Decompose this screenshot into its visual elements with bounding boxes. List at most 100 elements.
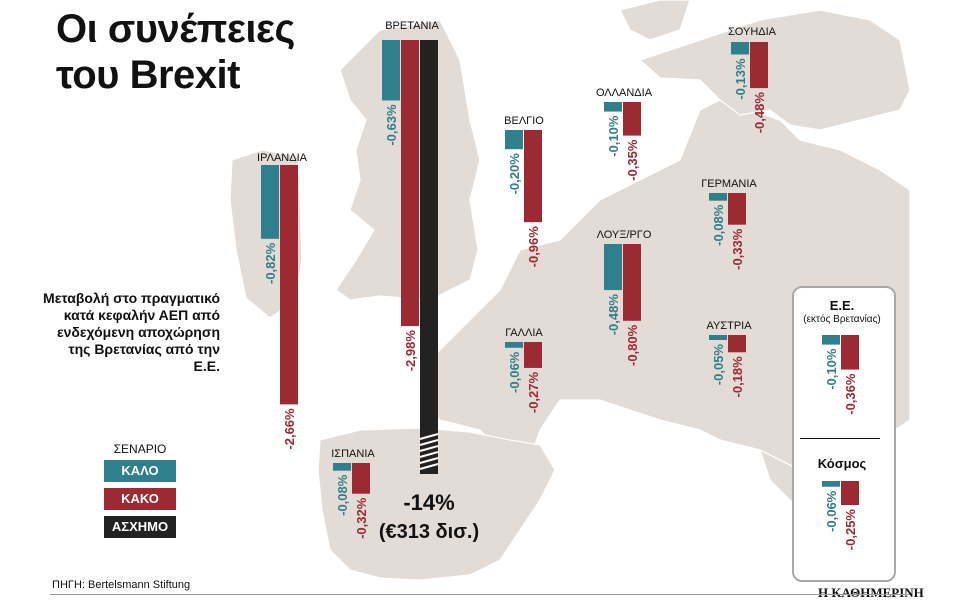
- value-label-bad: -0,18%: [730, 356, 745, 398]
- value-label-worst: -14%: [403, 490, 454, 515]
- bar-good: [505, 342, 523, 348]
- value-label-good: -0,06%: [824, 490, 839, 532]
- bar-good: [604, 102, 622, 112]
- value-label-good: -0,13%: [733, 58, 748, 100]
- value-sub-worst: (€313 δισ.): [379, 521, 479, 543]
- bar-break-hatch: [419, 439, 439, 446]
- bar-good: [505, 130, 523, 150]
- world-title: Κόσμος: [817, 456, 867, 471]
- source-note: ΠΗΓΗ: Bertelsmann Stiftung: [52, 579, 191, 591]
- bar-good: [709, 193, 727, 201]
- bar-bad: [728, 193, 746, 225]
- bar-break-hatch: [419, 463, 439, 470]
- country-2: ΒΕΛΓΙΟ -0,20% -0,96%: [504, 115, 544, 267]
- value-label-good: -0,06%: [507, 351, 522, 393]
- bar-bad: [352, 463, 370, 494]
- bar-break-hatch: [419, 457, 439, 464]
- bar-good: [261, 165, 279, 239]
- country-10: -0,10% -0,36%: [822, 335, 859, 415]
- bar-break-hatch: [419, 451, 439, 458]
- country-5: ΓΕΡΜΑΝΙΑ -0,08% -0,33%: [701, 178, 757, 270]
- bar-bad: [623, 102, 641, 136]
- bar-bad: [728, 335, 746, 353]
- iberia-land: [317, 427, 556, 581]
- bar-break-hatch: [419, 433, 439, 440]
- bar-break-hatch: [419, 445, 439, 452]
- country-name-label: ΣΟΥΗΔΙΑ: [728, 26, 777, 38]
- country-name-label: ΛΟΥΞ/ΡΓΟ: [597, 229, 652, 241]
- bar-bad: [280, 165, 298, 405]
- bar-bad: [750, 42, 768, 89]
- value-label-bad: -0,27%: [526, 371, 541, 413]
- country-9: ΙΣΠΑΝΙΑ -0,08% -0,32%: [331, 448, 375, 539]
- country-name-label: ΙΡΛΑΝΔΙΑ: [257, 152, 308, 164]
- country-7: ΓΑΛΛΙΑ -0,06% -0,27%: [505, 327, 543, 413]
- scandinavia-land: [638, 9, 911, 131]
- value-label-bad: -0,36%: [843, 373, 858, 415]
- chart-description: Μεταβολή στο πραγματικό κατά κεφαλήν ΑΕΠ…: [43, 290, 220, 374]
- country-4: ΣΟΥΗΔΙΑ -0,13% -0,48%: [728, 26, 777, 133]
- country-name-label: ΒΡΕΤΑΝΙΑ: [385, 20, 439, 32]
- bar-good: [709, 335, 727, 340]
- title-line-1: Οι συνέπειες: [56, 7, 295, 51]
- eu-subtitle: (εκτός Βρετανίας): [803, 314, 881, 325]
- eu-title: Ε.Ε.: [829, 298, 855, 313]
- country-name-label: ΟΛΛΑΝΔΙΑ: [596, 87, 653, 99]
- legend-title: ΣΕΝΑΡΙΟ: [113, 442, 167, 456]
- value-label-bad: -0,33%: [730, 228, 745, 270]
- bar-good: [731, 42, 749, 55]
- bar-bad: [524, 342, 542, 368]
- country-8: ΑΥΣΤΡΙΑ -0,05% -0,18%: [706, 320, 752, 397]
- bar-good: [604, 244, 622, 291]
- summary-divider: [800, 438, 880, 439]
- value-label-bad: -0,32%: [354, 497, 369, 539]
- bar-good: [822, 481, 840, 487]
- bar-bad: [623, 244, 641, 321]
- legend-bad: ΚΑΚΟ: [104, 488, 176, 510]
- value-label-good: -0,10%: [824, 348, 839, 390]
- bar-bad: [401, 40, 419, 327]
- value-label-bad: -2,66%: [282, 408, 297, 450]
- brand-logo: Η ΚΑΘΗΜΕΡΙΝΗ: [818, 585, 924, 600]
- value-label-bad: -0,35%: [625, 139, 640, 181]
- value-label-good: -0,82%: [263, 242, 278, 284]
- bar-bad: [841, 481, 859, 505]
- bar-good: [333, 463, 351, 471]
- value-label-good: -0,08%: [335, 474, 350, 516]
- value-label-good: -0,08%: [711, 204, 726, 246]
- value-label-bad: -2,98%: [403, 330, 418, 372]
- value-label-good: -0,05%: [711, 344, 726, 386]
- country-name-label: ΓΑΛΛΙΑ: [505, 327, 543, 339]
- country-name-label: ΑΥΣΤΡΙΑ: [706, 320, 752, 332]
- country-name-label: ΙΣΠΑΝΙΑ: [331, 448, 375, 460]
- value-label-good: -0,63%: [384, 104, 399, 146]
- value-label-good: -0,10%: [606, 115, 621, 157]
- country-0: ΙΡΛΑΝΔΙΑ -0,82% -2,66%: [257, 152, 308, 450]
- bottom-divider: [50, 594, 910, 595]
- bar-worst: [420, 40, 438, 474]
- value-label-bad: -0,80%: [625, 324, 640, 366]
- legend-good: ΚΑΛΟ: [104, 460, 176, 482]
- title-line-2: του Brexit: [56, 53, 240, 97]
- country-name-label: ΒΕΛΓΙΟ: [504, 115, 544, 127]
- country-11: -0,06% -0,25%: [822, 481, 859, 550]
- value-label-bad: -0,25%: [843, 509, 858, 551]
- bar-good: [822, 335, 840, 345]
- country-1: ΒΡΕΤΑΝΙΑ -0,63% -2,98% -14% (€313 δισ.): [379, 20, 479, 543]
- legend-worst: ΑΣΧΗΜΟ: [104, 516, 176, 538]
- bar-bad: [841, 335, 859, 370]
- value-label-bad: -0,96%: [526, 226, 541, 268]
- value-label-good: -0,20%: [507, 153, 522, 195]
- country-3: ΟΛΛΑΝΔΙΑ -0,10% -0,35%: [596, 87, 653, 181]
- value-label-good: -0,48%: [606, 294, 621, 336]
- bar-good: [382, 40, 400, 101]
- country-name-label: ΓΕΡΜΑΝΙΑ: [701, 178, 757, 190]
- country-6: ΛΟΥΞ/ΡΓΟ -0,48% -0,80%: [597, 229, 652, 366]
- page-title: Οι συνέπειες του Brexit: [56, 6, 295, 98]
- denmark-land: [619, 0, 691, 41]
- bar-bad: [524, 130, 542, 223]
- land-masses: [229, 0, 911, 581]
